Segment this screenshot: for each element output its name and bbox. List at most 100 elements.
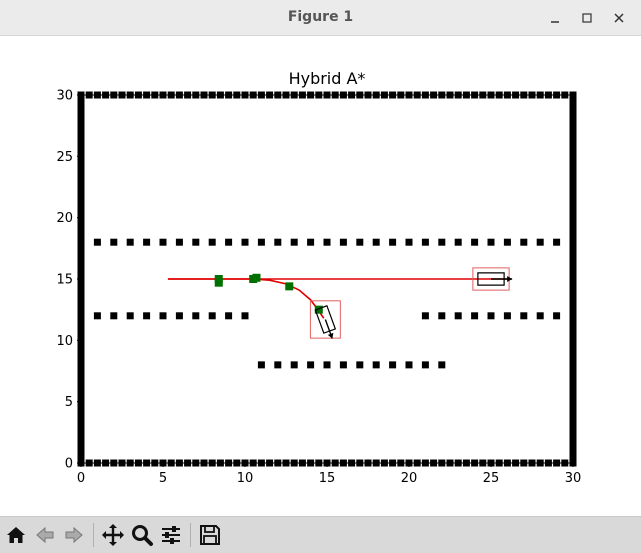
x-tick-label: 30 [565, 471, 582, 486]
obstacle-point [208, 238, 216, 246]
obstacle-point [208, 312, 216, 320]
close-icon [614, 13, 624, 23]
start-vehicle-bounding-box [309, 300, 341, 339]
obstacle-point [454, 312, 462, 320]
obstacle-point [471, 312, 479, 320]
forward-icon [65, 526, 83, 544]
goal-vehicle-outline [477, 272, 505, 286]
obstacle-point [175, 238, 183, 246]
obstacle-point [405, 361, 413, 369]
obstacle-point [274, 361, 282, 369]
obstacle-point [405, 238, 413, 246]
obstacle-point [290, 238, 298, 246]
home-icon [7, 527, 25, 543]
obstacle-point [339, 361, 347, 369]
obstacle-point [257, 361, 265, 369]
obstacle-point [93, 312, 101, 320]
pan-icon [102, 524, 124, 546]
obstacle-point [93, 238, 101, 246]
obstacle-point [290, 361, 298, 369]
obstacle-point [454, 238, 462, 246]
toolbar-separator [93, 523, 94, 547]
x-tick-label: 25 [483, 471, 500, 486]
obstacle-point [241, 312, 249, 320]
navigation-toolbar [0, 516, 641, 553]
obstacle-point [471, 238, 479, 246]
obstacle-point [372, 238, 380, 246]
tick-layer: 0 5 10 15 20 25 30 0 5 10 15 20 25 30 [56, 89, 581, 487]
obstacle-point [372, 361, 380, 369]
window-title: Figure 1 [287, 9, 354, 25]
maximize-button[interactable] [575, 6, 599, 30]
obstacle-point [553, 238, 561, 246]
obstacle-point [159, 312, 167, 320]
x-tick-label: 15 [319, 471, 336, 486]
obstacle-point [143, 238, 151, 246]
maximize-icon [582, 13, 592, 23]
obstacle-point [307, 361, 315, 369]
obstacle-point [225, 312, 233, 320]
obstacle-point [520, 238, 528, 246]
obstacle-point [389, 361, 397, 369]
obstacle-point [323, 238, 331, 246]
obstacle-point [421, 312, 429, 320]
pan-button[interactable] [100, 522, 126, 548]
plot-canvas[interactable]: Hybrid A* 0 5 10 15 20 25 30 0 5 10 15 20 25 30 [0, 36, 641, 516]
obstacle-point [536, 238, 544, 246]
zoom-icon [132, 525, 153, 546]
y-tick-label: 20 [56, 211, 73, 226]
obstacle-point [159, 238, 167, 246]
obstacle-point [503, 238, 511, 246]
obstacle-point [110, 312, 118, 320]
save-button[interactable] [197, 522, 223, 548]
y-tick-label: 25 [56, 150, 73, 165]
node-layer [214, 273, 323, 314]
x-tick-label: 0 [77, 471, 85, 486]
configure-subplots-button[interactable] [158, 522, 184, 548]
obstacle-point [438, 361, 446, 369]
forward-button[interactable] [61, 522, 87, 548]
search-node [314, 305, 323, 314]
obstacle-point [438, 312, 446, 320]
minimize-button[interactable] [543, 6, 567, 30]
search-node [285, 282, 294, 291]
plot-svg: Hybrid A* 0 5 10 15 20 25 30 0 5 10 15 20 25 30 [56, 69, 581, 487]
home-button[interactable] [3, 522, 29, 548]
goal-vehicle-arrowhead [507, 276, 513, 282]
search-node [252, 273, 261, 282]
obstacle-point [257, 238, 265, 246]
obstacle-point [389, 238, 397, 246]
obstacle-point [536, 312, 544, 320]
obstacle-point [126, 238, 134, 246]
vehicle-layer [309, 267, 513, 339]
x-tick-label: 10 [237, 471, 254, 486]
obstacle-point [225, 238, 233, 246]
obstacle-point [323, 361, 331, 369]
obstacle-point [503, 312, 511, 320]
configure-subplots-icon [162, 526, 180, 544]
y-tick-label: 0 [65, 457, 73, 472]
x-tick-label: 5 [159, 471, 167, 486]
x-tick-label: 20 [401, 471, 418, 486]
obstacle-point [356, 361, 364, 369]
obstacle-point [192, 312, 200, 320]
obstacle-point [241, 238, 249, 246]
y-tick-label: 10 [56, 334, 73, 349]
obstacle-point [356, 238, 364, 246]
obstacle-point [421, 361, 429, 369]
obstacle-point [175, 312, 183, 320]
obstacle-point [487, 238, 495, 246]
back-button[interactable] [32, 522, 58, 548]
y-tick-label: 15 [56, 273, 73, 288]
obstacle-point [126, 312, 134, 320]
chart-title: Hybrid A* [289, 69, 366, 88]
start-vehicle-outline [314, 305, 337, 334]
close-button[interactable] [607, 6, 631, 30]
minimize-icon [551, 21, 559, 23]
obstacle-point [421, 238, 429, 246]
obstacle-point [487, 312, 495, 320]
obstacle-point [110, 238, 118, 246]
zoom-button[interactable] [129, 522, 155, 548]
title-bar: Figure 1 [0, 0, 641, 36]
